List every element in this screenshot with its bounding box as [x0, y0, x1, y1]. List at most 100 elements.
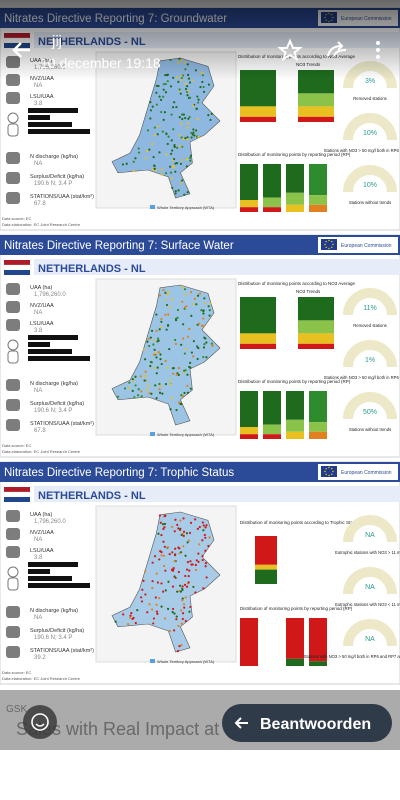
station-dot: [178, 116, 181, 119]
chart-segment: [240, 343, 276, 349]
station-dot: [184, 619, 187, 623]
station-dot: [181, 612, 185, 615]
chart-segment: [240, 427, 258, 435]
station-dot: [177, 624, 180, 628]
stat-value: 67.8: [34, 201, 46, 207]
stat-label: UAA (ha): [30, 512, 52, 518]
station-dot: [168, 629, 172, 633]
country-strip: [34, 259, 400, 275]
station-dot: [122, 613, 125, 616]
station-dot: [147, 337, 150, 341]
menu-dot[interactable]: [376, 55, 380, 59]
back-button[interactable]: [12, 42, 30, 58]
station-dot: [153, 167, 156, 170]
station-dot: [149, 364, 152, 368]
station-dot: [167, 546, 170, 549]
station-dot: [172, 157, 176, 161]
station-dot: [180, 136, 183, 139]
station-dot: [175, 105, 178, 109]
station-dot: [195, 303, 198, 306]
forward-button[interactable]: [327, 41, 347, 57]
station-dot: [125, 162, 128, 165]
reply-button[interactable]: [222, 704, 392, 742]
station-dot: [178, 88, 181, 91]
eu-star: [325, 473, 327, 476]
chart-segment: [309, 661, 327, 666]
emoji-button[interactable]: [23, 705, 57, 739]
eu-star: [328, 466, 330, 469]
station-dot: [140, 395, 143, 398]
station-dot: [176, 308, 180, 312]
station-dot: [157, 351, 160, 354]
station-dot: [156, 340, 159, 343]
stat-value: 1,796,260.0: [34, 292, 66, 298]
station-dot: [173, 144, 176, 147]
station-dot: [162, 88, 165, 91]
station-dot: [204, 526, 207, 529]
station-dot: [170, 397, 173, 400]
station-dot: [151, 142, 154, 145]
stat-icon: [6, 646, 20, 658]
station-dot: [167, 313, 170, 316]
station-dot: [178, 528, 182, 531]
station-dot: [188, 569, 191, 572]
chart-title: Distribution of monitoring points accord…: [240, 520, 360, 525]
gauge-label: Stations with NO3 > 50 mg/l both in RP6 …: [304, 654, 400, 659]
gauge-value: 10%: [363, 182, 377, 189]
station-dot: [150, 608, 154, 611]
station-dot: [175, 618, 178, 621]
station-dot: [188, 531, 192, 535]
station-dot: [195, 568, 198, 572]
gauge-label: Stations with NO3 > 50 mg/l both in RP6 …: [324, 148, 400, 153]
station-dot: [162, 527, 165, 531]
station-dot: [160, 110, 163, 114]
star-button[interactable]: [277, 38, 303, 62]
menu-dot[interactable]: [376, 48, 380, 52]
reply-arrow: [234, 717, 248, 729]
eu-star: [328, 247, 330, 250]
station-dot: [132, 160, 135, 163]
chart-segment: [309, 164, 327, 196]
station-dot: [116, 395, 120, 398]
station-dot: [166, 366, 169, 369]
logo-box: [318, 237, 398, 253]
station-dot: [202, 90, 206, 93]
chart-title: NO3 Trends: [296, 289, 321, 294]
stat-icon: [6, 379, 20, 391]
station-dot: [133, 396, 136, 399]
station-dot: [148, 344, 151, 348]
station-dot: [164, 313, 167, 316]
station-dot: [140, 600, 144, 603]
station-dot: [163, 515, 166, 518]
station-dot: [166, 80, 169, 83]
station-dot: [196, 95, 199, 98]
station-dot: [197, 101, 200, 104]
station-dot: [177, 366, 181, 370]
lsu-bar: [28, 583, 90, 588]
chart-segment: [263, 424, 281, 435]
station-dot: [162, 95, 165, 98]
station-dot: [134, 157, 137, 160]
station-dot: [174, 319, 178, 322]
station-dot: [186, 384, 189, 388]
station-dot: [183, 391, 186, 395]
stat-value: NA: [34, 161, 42, 167]
station-dot: [177, 527, 180, 530]
station-dot: [158, 294, 162, 297]
station-dot: [144, 370, 147, 373]
station-dot: [193, 297, 197, 300]
station-dot: [190, 314, 193, 317]
report-panel: Nitrates Directive Reporting 7: Surface …: [0, 234, 400, 458]
station-dot: [166, 293, 169, 296]
station-dot: [192, 128, 195, 131]
station-dot: [204, 549, 207, 552]
station-dot: [188, 81, 192, 84]
station-dot: [188, 365, 191, 369]
station-dot: [160, 582, 163, 585]
station-dot: [186, 541, 189, 544]
menu-dot[interactable]: [376, 41, 380, 45]
station-dot: [202, 524, 205, 527]
station-dot: [203, 533, 206, 537]
station-dot: [190, 136, 193, 139]
